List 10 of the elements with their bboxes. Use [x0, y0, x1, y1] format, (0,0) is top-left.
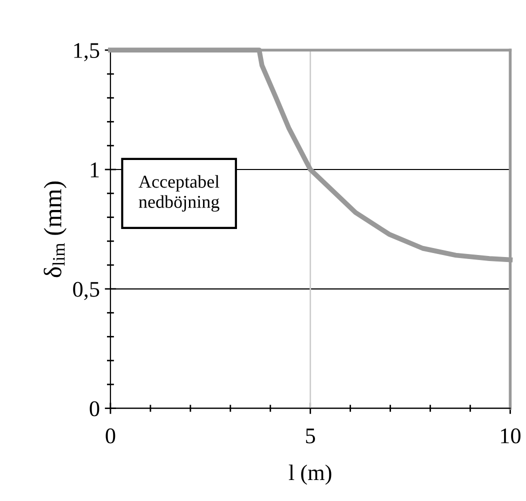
y-tick-label: 0,5: [73, 282, 100, 300]
y-axis-title: δ$_{lim}$ (mm): [44, 182, 67, 278]
y-tick-label: 0: [90, 401, 100, 416]
annotation: Acceptabel nedböjning: [138, 175, 220, 212]
y-tick-label: 1: [90, 162, 99, 178]
x-axis-title: l (m): [288, 464, 332, 485]
y-tick-label: 1,5: [74, 43, 100, 62]
x-tick-label: 10: [501, 428, 520, 444]
x-tick-label: 0: [106, 428, 116, 444]
x-tick-label: 5: [306, 428, 316, 444]
